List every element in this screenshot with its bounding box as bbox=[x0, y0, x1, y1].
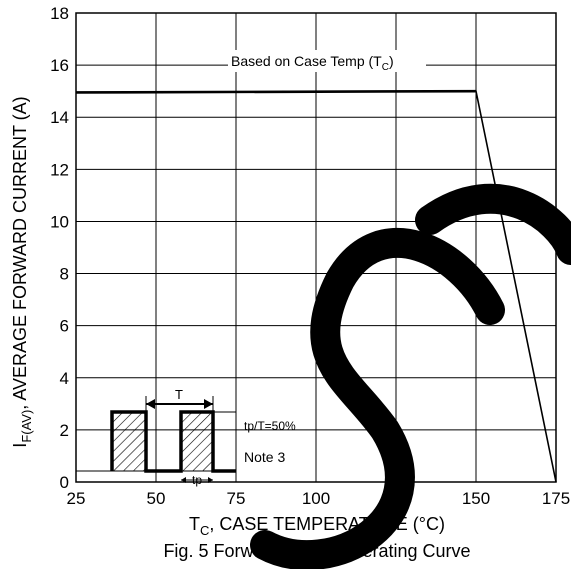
series bbox=[75, 89, 557, 483]
y-tick-label: 6 bbox=[60, 317, 69, 336]
period-arrow-head-left bbox=[146, 399, 155, 409]
pulse-width-head-right bbox=[208, 477, 213, 483]
period-arrow-head-right bbox=[204, 399, 213, 409]
y-tick-label: 18 bbox=[50, 4, 69, 23]
y-tick-label: 0 bbox=[60, 473, 69, 492]
y-tick-label: 2 bbox=[60, 421, 69, 440]
x-tick-label: 175 bbox=[542, 489, 570, 508]
y-tick-label: 16 bbox=[50, 56, 69, 75]
pulse-waveform-inset: Ttp bbox=[76, 387, 237, 487]
y-tick-label: 10 bbox=[50, 212, 69, 231]
x-tick-label: 25 bbox=[67, 489, 86, 508]
x-tick-label: 100 bbox=[302, 489, 330, 508]
pulse-width-label: tp bbox=[192, 473, 202, 487]
grid bbox=[75, 12, 557, 483]
duty-cycle-label: tp/T=50% bbox=[244, 419, 296, 433]
y-axis-title: IF(AV), AVERAGE FORWARD CURRENT (A) bbox=[10, 96, 34, 447]
x-tick-label: 50 bbox=[147, 489, 166, 508]
watermark-logo bbox=[250, 183, 571, 569]
y-tick-label: 12 bbox=[50, 160, 69, 179]
x-tick-label: 150 bbox=[462, 489, 490, 508]
case-temp-label: Based on Case Temp (TC) bbox=[231, 53, 394, 73]
pulse-waveform bbox=[110, 410, 236, 473]
y-tick-label: 8 bbox=[60, 265, 69, 284]
case-temp-label-bg bbox=[228, 50, 426, 72]
note-label: Note 3 bbox=[244, 449, 285, 465]
x-tick-label: 75 bbox=[227, 489, 246, 508]
y-tick-label: 14 bbox=[50, 108, 69, 127]
series-flat-segment bbox=[75, 89, 477, 94]
pulse-1-hatch bbox=[112, 412, 146, 471]
y-tick-label: 4 bbox=[60, 369, 69, 388]
x-axis-title: TC, CASE TEMPERATURE (°C) bbox=[189, 514, 445, 538]
period-label: T bbox=[175, 387, 183, 402]
pulse-2-hatch bbox=[181, 412, 213, 471]
pulse-width-head-left bbox=[181, 477, 186, 483]
